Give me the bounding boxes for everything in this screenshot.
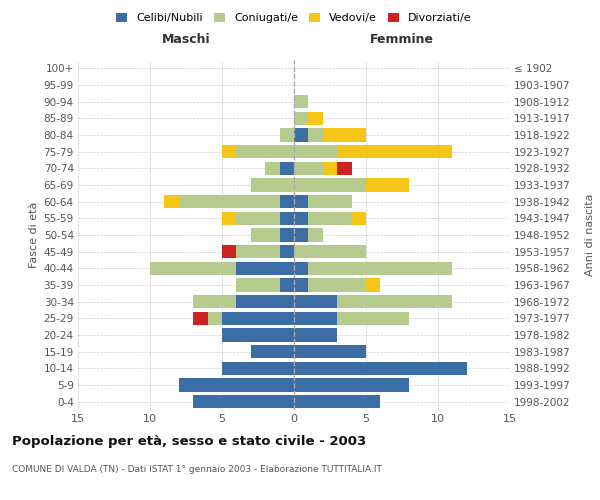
Bar (323, 162, 337, 175)
Bar (294, 395, 380, 408)
Bar (294, 112, 308, 125)
Bar (337, 162, 352, 175)
Bar (222, 312, 294, 325)
Bar (308, 128, 323, 141)
Bar (280, 245, 294, 258)
Bar (294, 345, 366, 358)
Bar (308, 212, 352, 225)
Bar (280, 278, 294, 291)
Legend: Celibi/Nubili, Coniugati/e, Vedovi/e, Divorziati/e: Celibi/Nubili, Coniugati/e, Vedovi/e, Di… (113, 10, 475, 26)
Bar (150, 262, 236, 275)
Bar (236, 145, 294, 158)
Bar (294, 328, 337, 342)
Bar (280, 228, 294, 241)
Bar (222, 328, 294, 342)
Bar (308, 262, 452, 275)
Bar (294, 162, 323, 175)
Bar (251, 345, 294, 358)
Bar (294, 145, 337, 158)
Bar (294, 95, 308, 108)
Bar (251, 178, 294, 192)
Bar (222, 212, 236, 225)
Y-axis label: Fasce di età: Fasce di età (29, 202, 40, 268)
Bar (294, 295, 337, 308)
Bar (179, 195, 280, 208)
Text: COMUNE DI VALDA (TN) - Dati ISTAT 1° gennaio 2003 - Elaborazione TUTTITALIA.IT: COMUNE DI VALDA (TN) - Dati ISTAT 1° gen… (12, 465, 382, 474)
Bar (222, 145, 236, 158)
Bar (280, 195, 294, 208)
Bar (236, 278, 280, 291)
Bar (280, 162, 294, 175)
Bar (236, 295, 294, 308)
Text: Popolazione per età, sesso e stato civile - 2003: Popolazione per età, sesso e stato civil… (12, 435, 366, 448)
Text: Maschi: Maschi (161, 33, 211, 46)
Bar (193, 312, 208, 325)
Bar (366, 178, 409, 192)
Bar (208, 312, 222, 325)
Bar (308, 112, 323, 125)
Bar (294, 178, 366, 192)
Bar (265, 162, 280, 175)
Text: Femmine: Femmine (370, 33, 434, 46)
Bar (236, 212, 280, 225)
Y-axis label: Anni di nascita: Anni di nascita (585, 194, 595, 276)
Bar (337, 295, 452, 308)
Bar (308, 195, 352, 208)
Bar (193, 395, 294, 408)
Bar (164, 195, 179, 208)
Bar (280, 128, 294, 141)
Bar (337, 312, 409, 325)
Bar (294, 228, 308, 241)
Bar (236, 245, 280, 258)
Bar (294, 212, 308, 225)
Bar (308, 278, 366, 291)
Bar (366, 278, 380, 291)
Bar (308, 228, 323, 241)
Bar (294, 362, 467, 375)
Bar (294, 278, 308, 291)
Bar (323, 128, 366, 141)
Bar (294, 312, 337, 325)
Bar (193, 295, 236, 308)
Bar (352, 212, 366, 225)
Bar (251, 228, 280, 241)
Bar (294, 195, 308, 208)
Bar (222, 362, 294, 375)
Bar (294, 245, 366, 258)
Bar (280, 212, 294, 225)
Bar (294, 262, 308, 275)
Bar (236, 262, 294, 275)
Bar (179, 378, 294, 392)
Bar (294, 378, 409, 392)
Bar (222, 245, 236, 258)
Bar (294, 128, 308, 141)
Bar (337, 145, 452, 158)
